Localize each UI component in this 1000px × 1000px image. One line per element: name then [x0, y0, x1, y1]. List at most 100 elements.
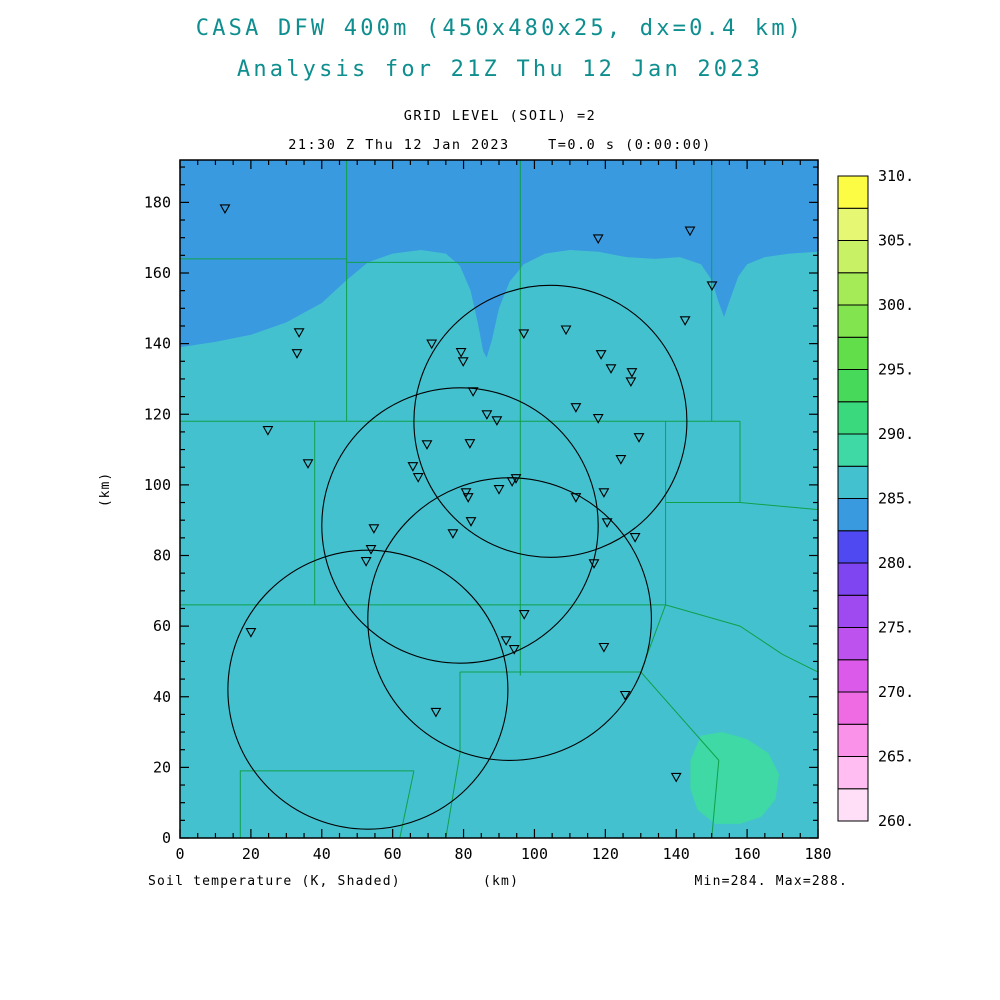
colorbar-label: 265.	[878, 748, 914, 766]
station-marker	[518, 610, 530, 620]
minmax-label: Min=284. Max=288.	[694, 874, 848, 889]
y-tick-label: 0	[162, 829, 171, 847]
x-tick-label: 120	[592, 845, 619, 863]
colorbar-segment	[837, 594, 869, 628]
station-marker	[560, 325, 572, 336]
station-marker	[570, 493, 582, 503]
y-axis-unit: (km)	[98, 471, 114, 508]
colorbar-label: 270.	[878, 683, 914, 701]
y-tick-label: 60	[153, 617, 171, 635]
y-tick-label: 20	[153, 758, 171, 776]
x-tick-label: 60	[384, 845, 402, 863]
colorbar-label: 260.	[878, 812, 914, 830]
map-layer	[180, 160, 818, 838]
y-tick-label: 120	[144, 405, 171, 423]
station-marker	[629, 533, 641, 543]
x-axis-unit: (km)	[483, 874, 520, 889]
station-marker	[465, 517, 477, 527]
colorbar-segment	[837, 691, 869, 725]
county-border	[640, 671, 720, 838]
radar-range-ring	[321, 387, 599, 664]
plot-title-line2: Analysis for 21Z Thu 12 Jan 2023	[236, 57, 764, 82]
station-marker	[625, 377, 637, 388]
station-marker	[518, 329, 530, 340]
colorbar-segment	[837, 627, 869, 661]
colorbar-segment	[837, 756, 869, 790]
shaded-region-cool-north	[180, 160, 818, 358]
county-border	[445, 672, 461, 838]
x-tick-label: 160	[734, 845, 761, 863]
y-tick-label: 100	[144, 476, 171, 494]
station-marker	[706, 281, 718, 292]
station-marker	[491, 416, 503, 426]
station-marker	[219, 204, 231, 215]
grid-level-label: GRID LEVEL (SOIL) =2	[403, 108, 597, 124]
station-marker	[592, 234, 604, 245]
station-marker	[460, 488, 472, 498]
colorbar-label: 300.	[878, 296, 914, 314]
station-marker	[426, 339, 438, 350]
station-marker	[407, 462, 419, 472]
x-tick-label: 20	[242, 845, 260, 863]
y-tick-label: 140	[144, 335, 171, 353]
station-marker	[679, 316, 691, 326]
station-marker	[293, 328, 305, 338]
colorbar-segment	[837, 207, 869, 241]
colorbar-label: 285.	[878, 490, 914, 508]
valid-time-label: 21:30 Z Thu 12 Jan 2023 T=0.0 s (0:00:00…	[288, 137, 712, 153]
colorbar-label: 305.	[878, 232, 914, 250]
station-marker	[619, 690, 631, 701]
station-marker	[508, 645, 520, 655]
colorbar-segment	[837, 240, 869, 274]
colorbar-label: 275.	[878, 619, 914, 637]
x-tick-label: 180	[804, 845, 831, 863]
county-border	[739, 502, 818, 511]
plot-title-line1: CASA DFW 400m (450x480x25, dx=0.4 km)	[195, 16, 805, 41]
station-marker	[455, 348, 467, 358]
station-marker	[447, 529, 459, 539]
colorbar-label: 280.	[878, 554, 914, 572]
station-marker	[291, 349, 303, 359]
x-tick-label: 40	[313, 845, 331, 863]
colorbar-label: 310.	[878, 167, 914, 185]
colorbar-segment	[837, 562, 869, 596]
colorbar-segment	[837, 498, 869, 532]
station-marker	[595, 350, 607, 360]
station-marker	[302, 459, 314, 469]
station-marker	[633, 433, 645, 443]
colorbar-segment	[837, 530, 869, 564]
radar-range-ring	[413, 284, 688, 558]
station-marker	[493, 485, 505, 495]
station-marker	[598, 488, 610, 498]
station-marker	[462, 493, 474, 503]
colorbar-segment	[837, 336, 869, 370]
colorbar-segment	[837, 433, 869, 467]
station-marker	[601, 518, 613, 528]
y-tick-label: 160	[144, 264, 171, 282]
colorbar-segment	[837, 272, 869, 306]
colorbar-segment	[837, 788, 869, 822]
station-marker	[467, 387, 479, 397]
field-label: Soil temperature (K, Shaded)	[148, 874, 401, 889]
station-marker	[430, 707, 442, 718]
station-marker	[510, 474, 522, 484]
colorbar-label: 295.	[878, 361, 914, 379]
x-tick-label: 100	[521, 845, 548, 863]
station-marker	[605, 364, 617, 374]
colorbar-segment	[837, 369, 869, 403]
y-tick-label: 80	[153, 547, 171, 565]
station-marker	[412, 473, 424, 483]
shaded-region-warm-southeast	[690, 732, 779, 824]
station-marker	[592, 414, 604, 424]
station-marker	[588, 559, 600, 569]
station-marker	[481, 410, 493, 420]
station-marker	[464, 439, 476, 449]
colorbar-label: 290.	[878, 425, 914, 443]
x-tick-label: 140	[663, 845, 690, 863]
colorbar-segment	[837, 304, 869, 338]
colorbar-segment	[837, 723, 869, 757]
station-marker	[615, 455, 627, 465]
station-marker	[368, 524, 380, 534]
